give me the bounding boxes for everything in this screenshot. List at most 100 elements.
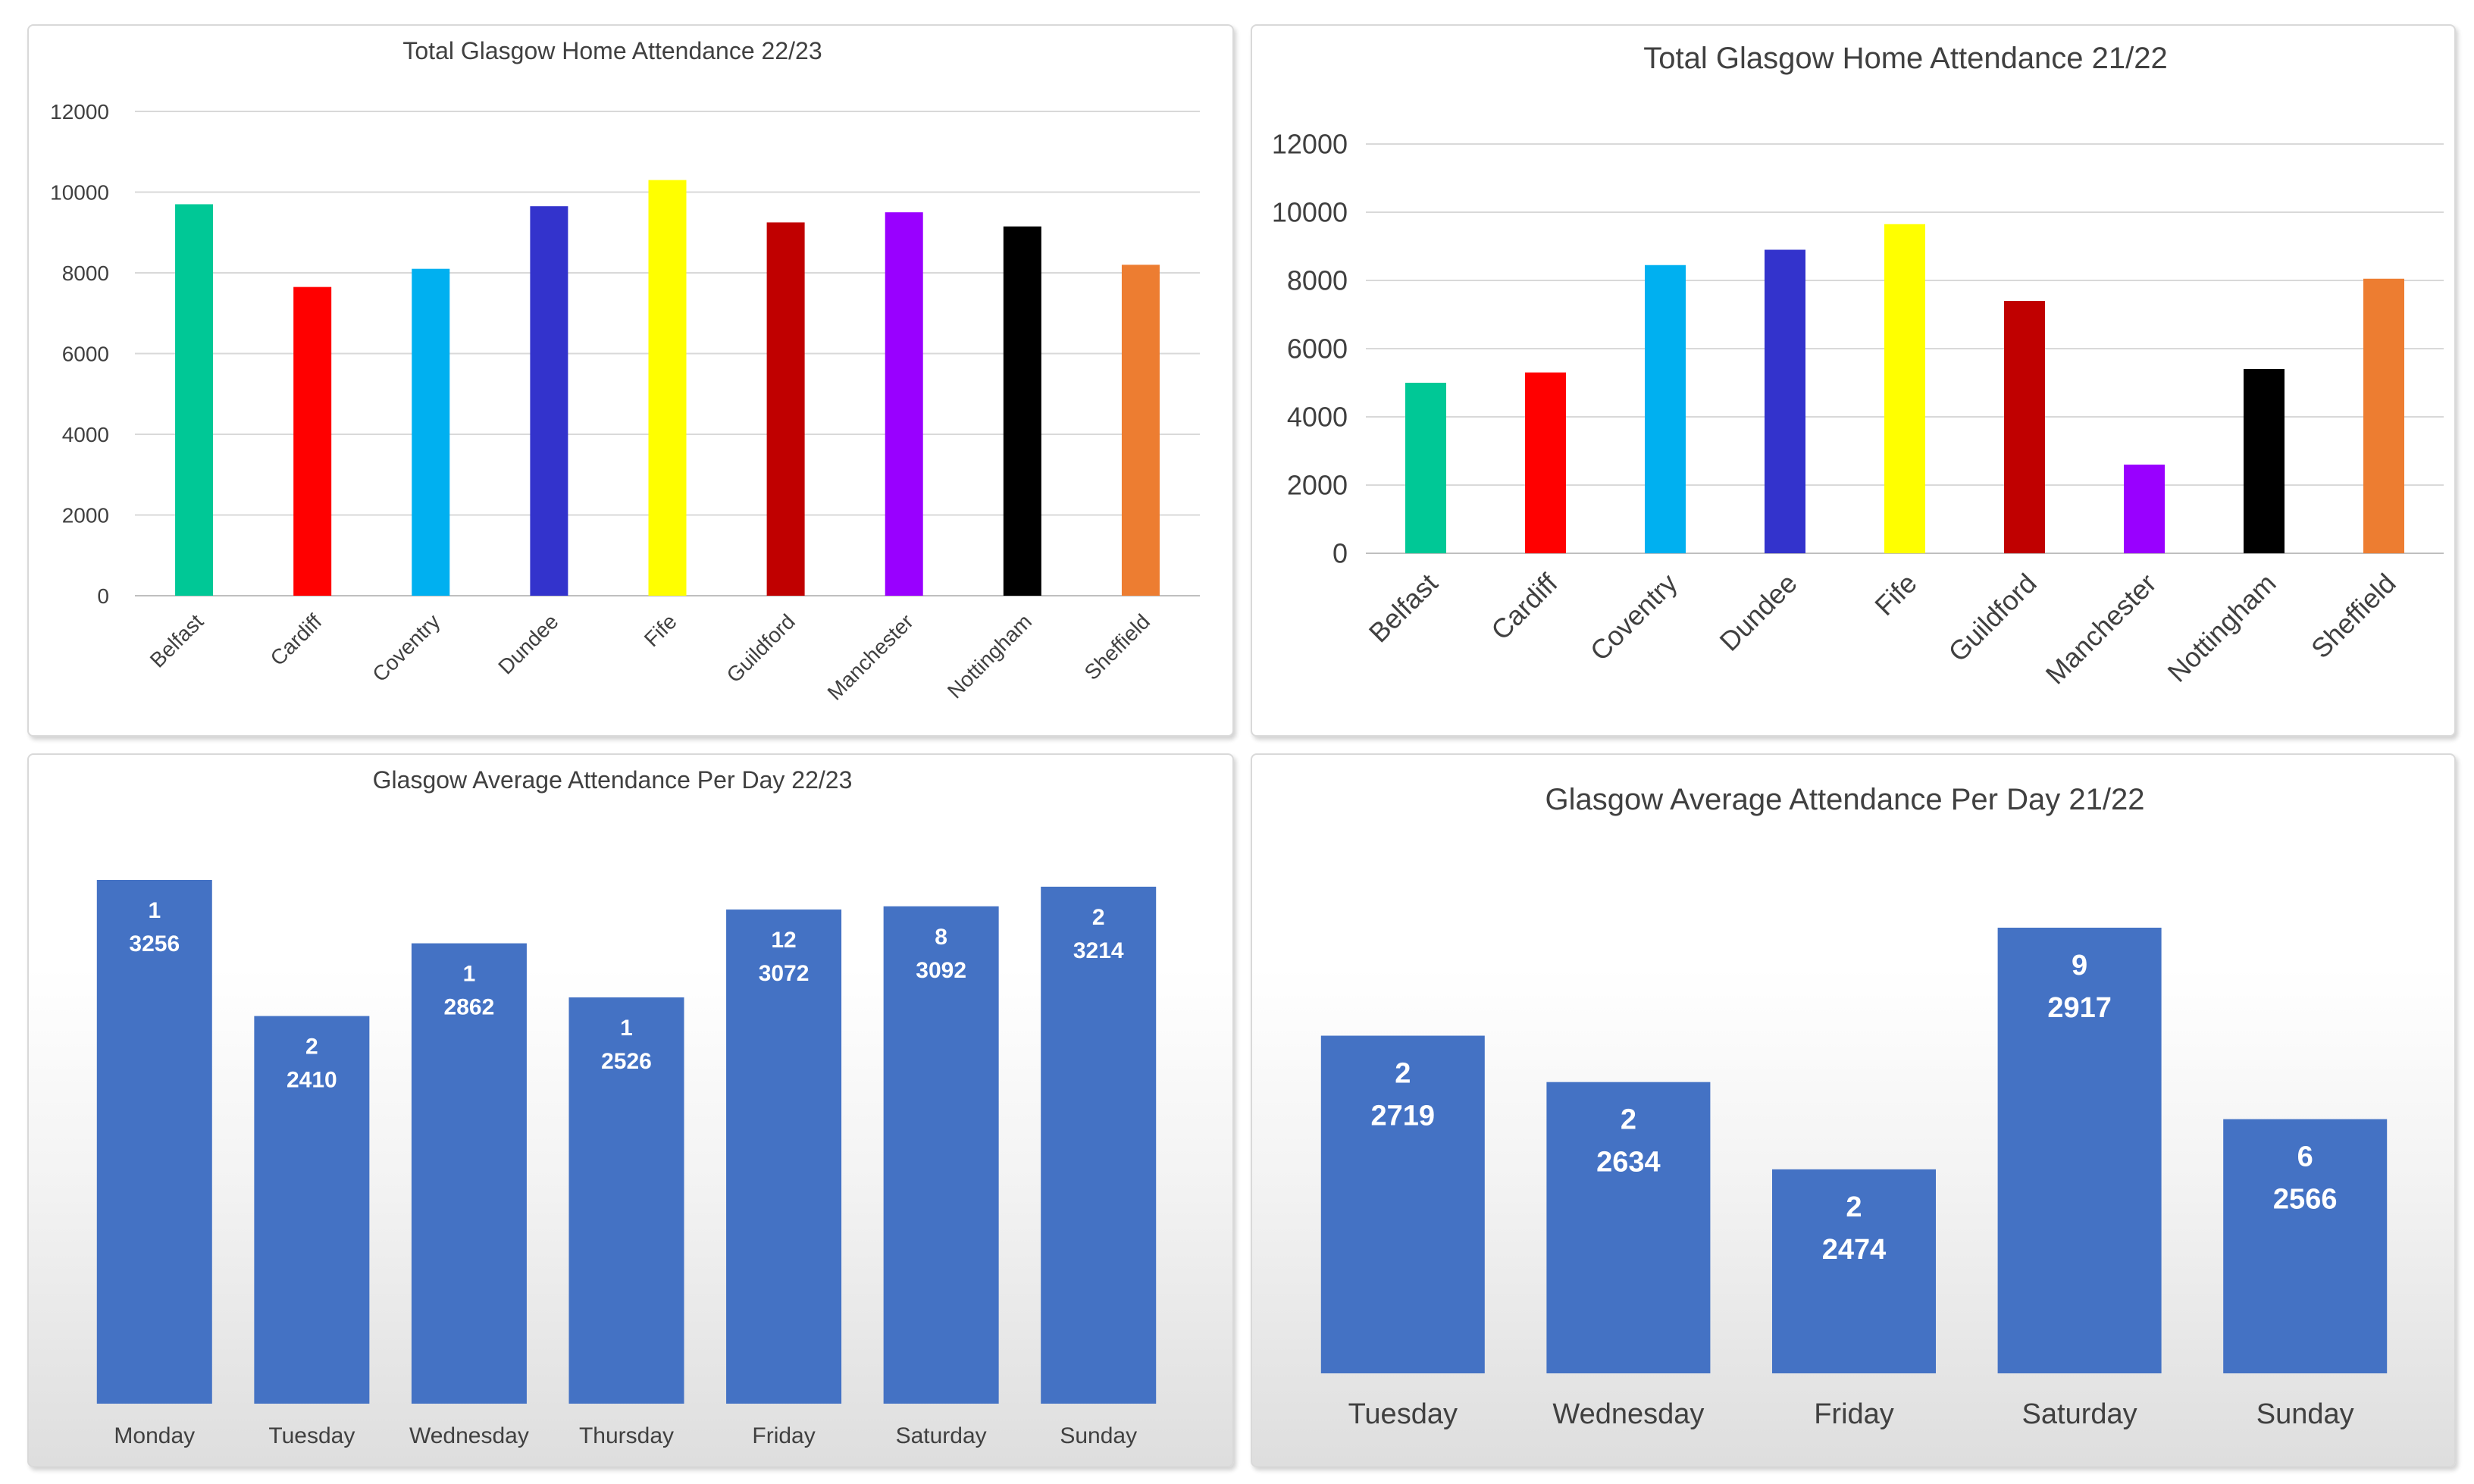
bar [2223,1119,2388,1373]
bar [2004,301,2045,553]
y-tick-label: 2000 [1287,470,1348,501]
bar [175,204,214,596]
bar [411,943,527,1404]
bar-count-label: 2 [1846,1191,1862,1223]
bar-count-label: 1 [620,1016,633,1041]
bar [1884,224,1925,553]
bar-count-label: 1 [463,962,476,987]
bar [1997,928,2162,1373]
x-tick-label: Tuesday [1348,1398,1458,1430]
bar [1003,226,1041,596]
avg-attendance-2223-svg: Glasgow Average Attendance Per Day 22/23… [96,766,1157,1448]
y-tick-label: 8000 [62,261,109,285]
bar-count-label: 2 [305,1035,318,1060]
x-tick-label: Friday [1814,1398,1894,1430]
y-tick-label: 0 [1333,538,1348,569]
bar [1525,372,1566,553]
bar-value-label: 2474 [1822,1234,1887,1266]
bar-count-label: 9 [2072,950,2087,982]
bar [568,997,684,1404]
y-tick-label: 12000 [50,100,109,124]
x-tick-label: Manchester [823,609,918,704]
bar-count-label: 2 [1621,1104,1636,1136]
x-tick-label: Wednesday [409,1423,529,1448]
avg-attendance-2122-chart: Glasgow Average Attendance Per Day 21/22… [1251,753,2456,1467]
total-attendance-2223-svg: Total Glasgow Home Attendance 22/23 0 200… [50,37,1200,705]
bar-value-label: 3072 [759,961,810,986]
bar [766,222,805,596]
bar [1772,1169,1936,1373]
bar [2124,465,2165,553]
x-tick-label: Dundee [493,609,562,678]
y-tick-label: 6000 [62,342,109,365]
x-tick-label: Wednesday [1552,1398,1704,1430]
x-tick-label: Dundee [1713,568,1802,657]
x-tick-label: Nottingham [2161,568,2281,688]
total-attendance-2122-svg: Total Glasgow Home Attendance 21/22 0 200… [1272,42,2444,690]
x-tick-label: Coventry [368,609,444,686]
y-tick-label: 8000 [1287,265,1348,296]
bar-count-label: 12 [771,928,796,953]
bar [1320,1035,1485,1373]
avg-attendance-2223-chart: Glasgow Average Attendance Per Day 22/23… [27,753,1234,1467]
y-tick-label: 10000 [1272,197,1348,228]
y-tick-label: 4000 [1287,402,1348,433]
x-tick-label: Cardiff [266,609,327,670]
bar [726,909,842,1404]
bar-count-label: 6 [2297,1141,2313,1173]
bar-count-label: 2 [1395,1058,1411,1090]
total-attendance-2122-chart: Total Glasgow Home Attendance 21/22 0 200… [1251,24,2456,737]
avg-attendance-2122-svg: Glasgow Average Attendance Per Day 21/22… [1320,783,2388,1430]
x-tick-label: Manchester [2040,568,2162,690]
bar-count-label: 8 [935,925,947,950]
bar-value-label: 2634 [1596,1147,1661,1179]
bar [2363,278,2404,553]
x-tick-label: Sunday [1060,1423,1137,1448]
bar-value-label: 2566 [2273,1184,2338,1216]
x-tick-label: Monday [114,1423,195,1448]
x-tick-label: Sheffield [1080,609,1155,684]
bar [885,212,923,596]
bar [1041,886,1157,1404]
bar-count-label: 1 [148,898,161,923]
bar [2244,369,2285,553]
y-tick-label: 0 [97,584,109,608]
bar [1645,265,1686,553]
x-tick-label: Thursday [579,1423,674,1448]
bar [1765,249,1805,553]
chart-title: Glasgow Average Attendance Per Day 21/22 [1545,783,2145,816]
bar-value-label: 3092 [916,958,966,983]
y-tick-label: 2000 [62,503,109,527]
bar [1405,383,1446,553]
x-tick-label: Belfast [1363,568,1444,649]
bar [412,268,450,596]
bar-value-label: 3214 [1073,938,1124,963]
x-tick-label: Guildford [722,609,800,687]
bar [1546,1082,1711,1373]
x-tick-label: Nottingham [943,609,1036,703]
bar [96,880,212,1404]
total-attendance-2223-chart: Total Glasgow Home Attendance 22/23 0 200… [27,24,1234,737]
bar-value-label: 2719 [1371,1100,1436,1132]
bar-value-label: 2526 [601,1049,652,1074]
x-tick-label: Tuesday [268,1423,355,1448]
x-tick-label: Guildford [1942,568,2042,668]
x-tick-label: Belfast [146,609,208,672]
x-tick-label: Fife [1868,568,1922,621]
chart-title: Glasgow Average Attendance Per Day 22/23 [373,766,853,794]
bar [648,180,687,596]
bar-value-label: 2410 [287,1068,337,1093]
y-tick-label: 4000 [62,423,109,446]
x-tick-label: Saturday [896,1423,987,1448]
bar [530,206,568,596]
x-tick-label: Saturday [2022,1398,2137,1430]
x-tick-label: Friday [752,1423,815,1448]
chart-title: Total Glasgow Home Attendance 21/22 [1643,42,2168,75]
bar [293,286,332,596]
bar [883,906,999,1404]
x-tick-label: Sunday [2256,1398,2354,1430]
x-tick-label: Coventry [1584,568,1683,667]
x-tick-label: Sheffield [2305,568,2402,665]
y-tick-label: 10000 [50,180,109,204]
bar-value-label: 2917 [2047,992,2112,1024]
